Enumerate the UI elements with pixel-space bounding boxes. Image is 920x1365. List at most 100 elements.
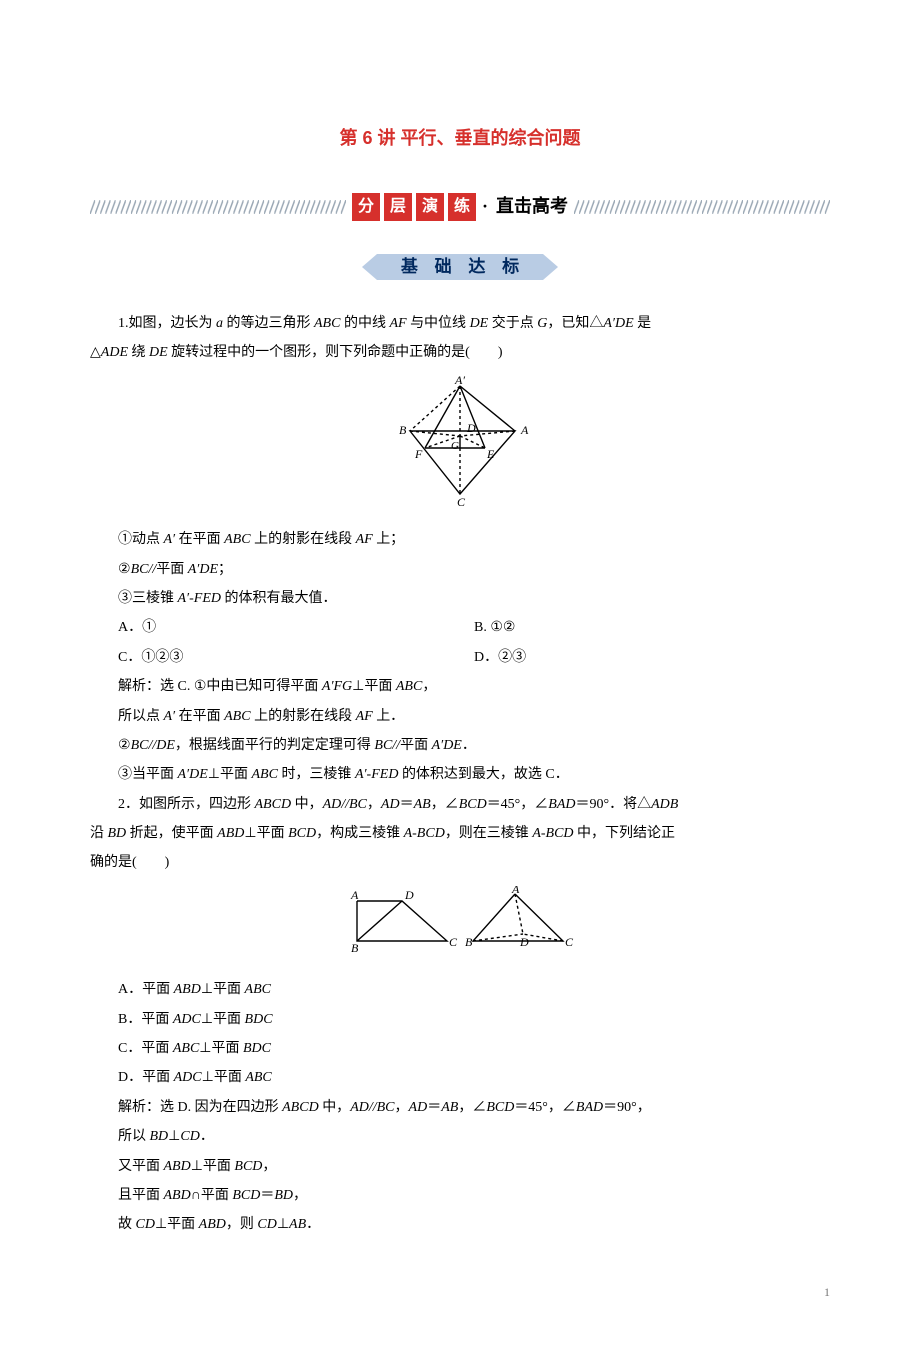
text: ⊥平面	[202, 1070, 246, 1085]
sym: BDC	[245, 1012, 273, 1027]
sym: BDC	[243, 1041, 271, 1056]
q1-options-row1: A．① B. ①②	[90, 613, 830, 642]
sym: CD	[257, 1217, 276, 1232]
sym: AB	[441, 1100, 458, 1115]
sym: AB	[414, 797, 431, 812]
sym: BAD	[576, 1100, 603, 1115]
q1-stem-line2: △ADE 绕 DE 旋转过程中的一个图形，则下列命题中正确的是( )	[90, 338, 830, 367]
q2-stem-line2: 沿 BD 折起，使平面 ABD⊥平面 BCD，构成三棱锥 A-BCD，则在三棱锥…	[90, 819, 830, 848]
text: 中，下列结论正	[574, 826, 676, 841]
q1-optC: C．①②③	[118, 643, 474, 672]
sym: ABD	[164, 1159, 191, 1174]
q1-sol2: 所以点 A′ 在平面 ABC 上的射影在线段 AF 上．	[90, 702, 830, 731]
text: ⊥平面	[352, 679, 396, 694]
text: ⊥平面	[199, 1041, 243, 1056]
text: ，已知△	[547, 316, 603, 331]
sym: ABC	[224, 532, 250, 547]
sym: ADC	[173, 1012, 201, 1027]
label-E: E	[486, 447, 495, 461]
text: 所以点	[118, 709, 164, 724]
text: ．	[200, 1129, 214, 1144]
sym: A-BCD	[532, 826, 573, 841]
sym: ABD	[174, 982, 201, 997]
text: ．	[306, 1217, 320, 1232]
sym: AD	[409, 1100, 428, 1115]
text: 的体积达到最大，故选 C．	[398, 767, 568, 782]
sym: ADC	[174, 1070, 202, 1085]
text: 在平面	[175, 532, 224, 547]
text: 平面	[156, 562, 188, 577]
text: 解析：选 C. ①中由已知可得平面	[118, 679, 322, 694]
label-Ap: A′	[454, 376, 465, 387]
text: ，	[395, 1100, 409, 1115]
text: ，构成三棱锥	[316, 826, 404, 841]
q2-sol2: 所以 BD⊥CD．	[90, 1122, 830, 1151]
text: ②	[118, 738, 131, 753]
sym: DE	[470, 316, 489, 331]
text: B．平面	[118, 1012, 173, 1027]
sym: ABCD	[282, 1100, 319, 1115]
text: ，则	[226, 1217, 258, 1232]
hatch-left	[90, 200, 346, 214]
text: ；	[218, 562, 232, 577]
text: ＝	[427, 1100, 441, 1115]
page-number: 1	[90, 1280, 830, 1305]
q2-optC: C．平面 ABC⊥平面 BDC	[90, 1034, 830, 1063]
badge-char-3: 演	[416, 193, 444, 221]
sym: BCD	[232, 1188, 260, 1203]
sym: BD	[150, 1129, 169, 1144]
label-B: B	[399, 423, 407, 437]
text: 旋转过程中的一个图形，则下列命题中正确的是( )	[168, 345, 503, 360]
text: ⊥平面	[201, 1012, 245, 1027]
q1-optB: B. ①②	[474, 613, 830, 642]
text: 的等边三角形	[223, 316, 314, 331]
text: ＝45°，∠	[487, 797, 549, 812]
text: 上；	[373, 532, 405, 547]
text: 解析：选 D. 因为在四边形	[118, 1100, 282, 1115]
text: ，根据线面平行的判定定理可得	[175, 738, 375, 753]
sym: G	[537, 316, 547, 331]
sym: BC//	[131, 562, 157, 577]
q2-stem-line1: 2．如图所示，四边形 ABCD 中，AD//BC，AD＝AB，∠BCD＝45°，…	[90, 790, 830, 819]
badge-char-2: 层	[384, 193, 412, 221]
sub-banner: 基 础 达 标	[90, 254, 830, 291]
text: 时，三棱锥	[278, 767, 355, 782]
text: A．平面	[118, 982, 174, 997]
section-banner: 分 层 演 练 · 直击高考	[90, 188, 830, 226]
sym: A-BCD	[404, 826, 445, 841]
q1-sol4: ③当平面 A′DE⊥平面 ABC 时，三棱锥 A′-FED 的体积达到最大，故选…	[90, 760, 830, 789]
text: 且平面	[118, 1188, 164, 1203]
sym: ABC	[251, 767, 277, 782]
text: ＝	[260, 1188, 274, 1203]
q1-sol1: 解析：选 C. ①中由已知可得平面 A′FG⊥平面 ABC，	[90, 672, 830, 701]
badge-box: 分 层 演 练 · 直击高考	[352, 188, 568, 226]
text: ③当平面	[118, 767, 178, 782]
q2-optB: B．平面 ADC⊥平面 BDC	[90, 1005, 830, 1034]
sym: BCD	[288, 826, 316, 841]
sym: ABC	[314, 316, 340, 331]
text: ②	[118, 562, 131, 577]
q1-item1: ①动点 A′ 在平面 ABC 上的射影在线段 AF 上；	[90, 525, 830, 554]
sym: A′DE	[178, 767, 208, 782]
badge-char-1: 分	[352, 193, 380, 221]
text: 上的射影在线段	[251, 709, 356, 724]
text: 的中线	[340, 316, 389, 331]
badge-char-4: 练	[448, 193, 476, 221]
q1-figure-svg: A′ A B C D E F G	[375, 376, 545, 506]
text: 中，	[319, 1100, 351, 1115]
ribbon-label: 基 础 达 标	[377, 254, 543, 280]
text: ，	[422, 679, 436, 694]
sym: a	[216, 316, 223, 331]
sym: BC//	[374, 738, 400, 753]
sym: BCD	[486, 1100, 514, 1115]
label-F: F	[414, 447, 423, 461]
f2l-A1: A	[350, 888, 359, 902]
q1-item3: ③三棱锥 A′-FED 的体积有最大值．	[90, 584, 830, 613]
sym: AF	[356, 709, 373, 724]
sym: ABC	[245, 1070, 271, 1085]
sym: A′FG	[322, 679, 352, 694]
text: ．	[462, 738, 476, 753]
text: 1.如图，边长为	[118, 316, 216, 331]
sym: BD	[274, 1188, 293, 1203]
text: 在平面	[175, 709, 224, 724]
